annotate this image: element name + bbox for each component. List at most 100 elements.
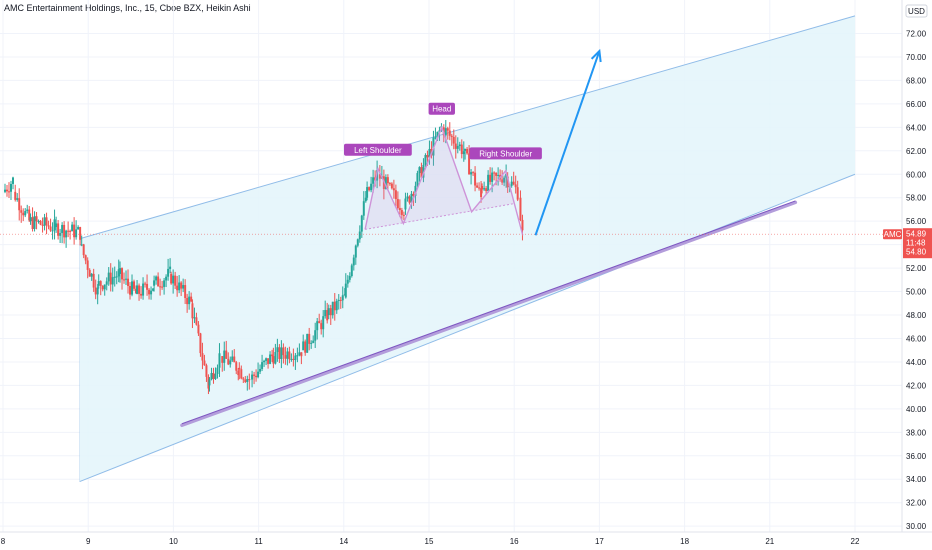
candle-body <box>197 324 200 334</box>
price-axis[interactable]: USD 30.00 32.00 34.00 36.00 38.00 40.00 42.00 44… <box>901 0 932 550</box>
candle-body <box>304 341 307 353</box>
candle-body <box>159 286 162 288</box>
projection-arrow[interactable] <box>534 48 602 236</box>
candle-body <box>341 295 344 301</box>
candle-body <box>516 187 519 200</box>
candle-body <box>167 268 170 277</box>
candle-body <box>31 217 34 229</box>
candle-body <box>280 347 283 359</box>
arrow-head <box>590 48 602 63</box>
candle-body <box>360 215 363 232</box>
candle-body <box>378 174 381 179</box>
price-tick-label: 52.00 <box>906 264 927 273</box>
candle-body <box>400 210 403 215</box>
candle-body <box>135 288 138 294</box>
candle-body <box>142 283 145 296</box>
candle-body <box>214 374 217 379</box>
candle-body <box>491 172 494 182</box>
support-trendline-edge <box>181 200 796 425</box>
candle-body <box>231 356 234 361</box>
candle-body <box>485 188 488 192</box>
candle-body <box>248 379 251 381</box>
candle-body <box>438 130 441 132</box>
candle-body <box>514 184 517 188</box>
candle-body <box>140 293 143 296</box>
candle-body <box>90 273 93 277</box>
candle-body <box>478 187 481 189</box>
currency-box <box>905 4 928 18</box>
candle-body <box>398 207 401 211</box>
candle-body <box>190 296 193 302</box>
candle-body <box>466 148 469 154</box>
candle-body <box>390 183 393 189</box>
candle-body <box>434 137 437 139</box>
candle-body <box>335 300 338 311</box>
candle-body <box>61 224 64 234</box>
candle-body <box>318 321 321 324</box>
candle-body <box>414 185 417 196</box>
candle-body <box>344 283 347 298</box>
candle-body <box>312 340 315 343</box>
candle-body <box>113 276 116 278</box>
candle-body <box>327 308 330 316</box>
pattern-label: Right Shoulder <box>479 149 532 158</box>
pattern-fill <box>365 127 515 230</box>
time-tick-label: 11 <box>254 537 263 546</box>
candle-body <box>55 223 58 228</box>
candle-body <box>12 177 14 184</box>
support-line[interactable] <box>180 200 798 428</box>
candle-body <box>368 187 371 191</box>
candle-body <box>157 276 160 287</box>
candle-body <box>107 272 110 282</box>
candle-body <box>278 347 281 359</box>
candle-body <box>356 239 359 246</box>
candle-body <box>487 174 490 192</box>
time-tick-label: 9 <box>86 537 91 546</box>
candle-body <box>480 188 483 198</box>
candle-body <box>372 177 375 184</box>
time-tick-label: 21 <box>765 537 774 546</box>
time-tick-label: 15 <box>425 537 434 546</box>
candle-body <box>493 172 496 174</box>
candle-body <box>53 219 56 231</box>
candle-body <box>205 365 208 377</box>
candle-body <box>218 353 221 368</box>
time-axis[interactable]: 8 9 10 11 14 15 16 17 18 21 22 <box>0 531 932 550</box>
candle-body <box>174 275 177 286</box>
price-tick-label: 46.00 <box>906 334 927 343</box>
candle-body <box>101 285 104 290</box>
pattern-label-box <box>469 147 542 160</box>
parallel-channel[interactable] <box>79 15 856 483</box>
candle-body <box>261 362 264 369</box>
candle-body <box>242 378 245 380</box>
candles <box>4 120 524 395</box>
price-tag-extra: 54.80 <box>906 248 927 257</box>
candle-body <box>392 188 395 191</box>
candle-body <box>350 265 353 277</box>
candle-body <box>404 198 407 210</box>
candle-body <box>472 172 475 174</box>
candle-body <box>444 128 447 136</box>
candle-body <box>84 255 87 261</box>
candle-body <box>133 281 136 289</box>
time-tick-label: 14 <box>339 537 348 546</box>
candle-body <box>388 183 391 185</box>
candle-body <box>450 135 453 137</box>
candle-body <box>212 372 215 379</box>
pattern-neckline <box>365 203 515 230</box>
candle-body <box>123 279 126 281</box>
candle-body <box>235 362 238 371</box>
price-tag-box <box>903 228 932 259</box>
candle-body <box>86 260 89 270</box>
candle-body <box>294 355 297 360</box>
candle-body <box>96 287 99 295</box>
candle-body <box>148 289 151 295</box>
head-and-shoulders-pattern[interactable]: Left Shoulder Head Right Shoulder <box>343 102 542 236</box>
candle-body <box>244 379 247 382</box>
candle-body <box>420 167 423 178</box>
candle-body <box>495 172 498 176</box>
symbol-tag-text: AMC <box>884 230 902 239</box>
candle-body <box>119 268 122 274</box>
candle-body <box>208 379 211 386</box>
